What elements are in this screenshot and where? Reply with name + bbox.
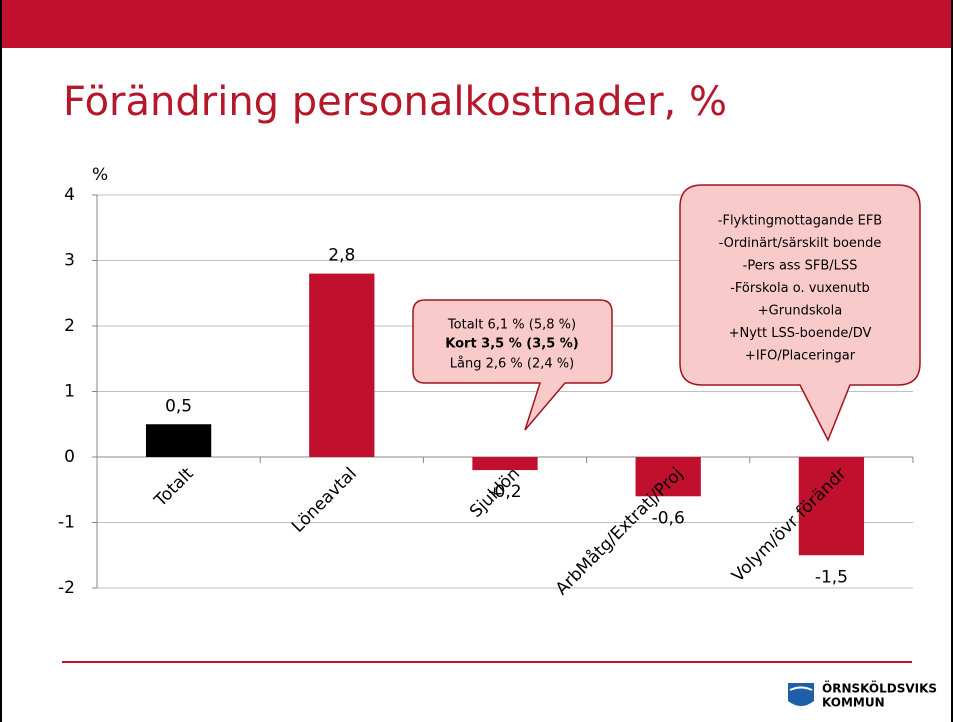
y-tick-label: 4 [64,185,75,205]
y-tick-label: -1 [58,513,75,533]
data-label: 2,8 [328,246,355,266]
logo-text: ÖRNSKÖLDSVIKS [822,681,937,696]
bar [798,457,865,556]
bar [472,457,538,471]
data-label: -0,6 [652,508,685,528]
callout-bubble [679,184,921,442]
callout-text: -Ordinärt/särskilt boende [719,236,882,251]
y-tick-label: 0 [64,447,75,467]
top-band [0,0,953,48]
callout-text: +Grundskola [758,304,842,319]
data-label: -0,2 [488,482,521,502]
data-label: -1,5 [815,567,848,587]
callout-bubble [412,299,613,431]
callout-text: Kort 3,5 % (3,5 %) [445,337,579,352]
y-tick-label: 3 [64,251,75,271]
y-axis-label: % [92,165,108,185]
callout-text: +Nytt LSS-boende/DV [729,326,872,341]
bar [145,424,212,457]
x-tick-label: Löneavtal [288,464,361,537]
y-tick-label: -2 [58,578,75,598]
logo-icon [788,683,814,706]
logo-text: KOMMUN [822,696,885,710]
callout-text: +IFO/Placeringar [745,349,856,364]
callout-text: Totalt 6,1 % (5,8 %) [447,318,576,333]
callout-text: Lång 2,6 % (2,4 %) [450,357,574,372]
y-tick-label: 1 [64,382,75,402]
callout-text: -Förskola o. vuxenutb [730,281,870,296]
bar [309,273,375,457]
callout-text: -Pers ass SFB/LSS [743,259,858,274]
callout-text: -Flyktingmottagande EFB [718,214,882,229]
bar [635,457,701,497]
x-tick-label: Totalt [150,464,198,512]
chart-title: Förändring personalkostnader, % [63,79,727,125]
logo-icon [789,686,813,691]
x-tick-label: ArbMåtg/Extratj/Proj [551,463,687,599]
y-tick-label: 2 [64,316,75,336]
data-label: 0,5 [165,396,192,416]
